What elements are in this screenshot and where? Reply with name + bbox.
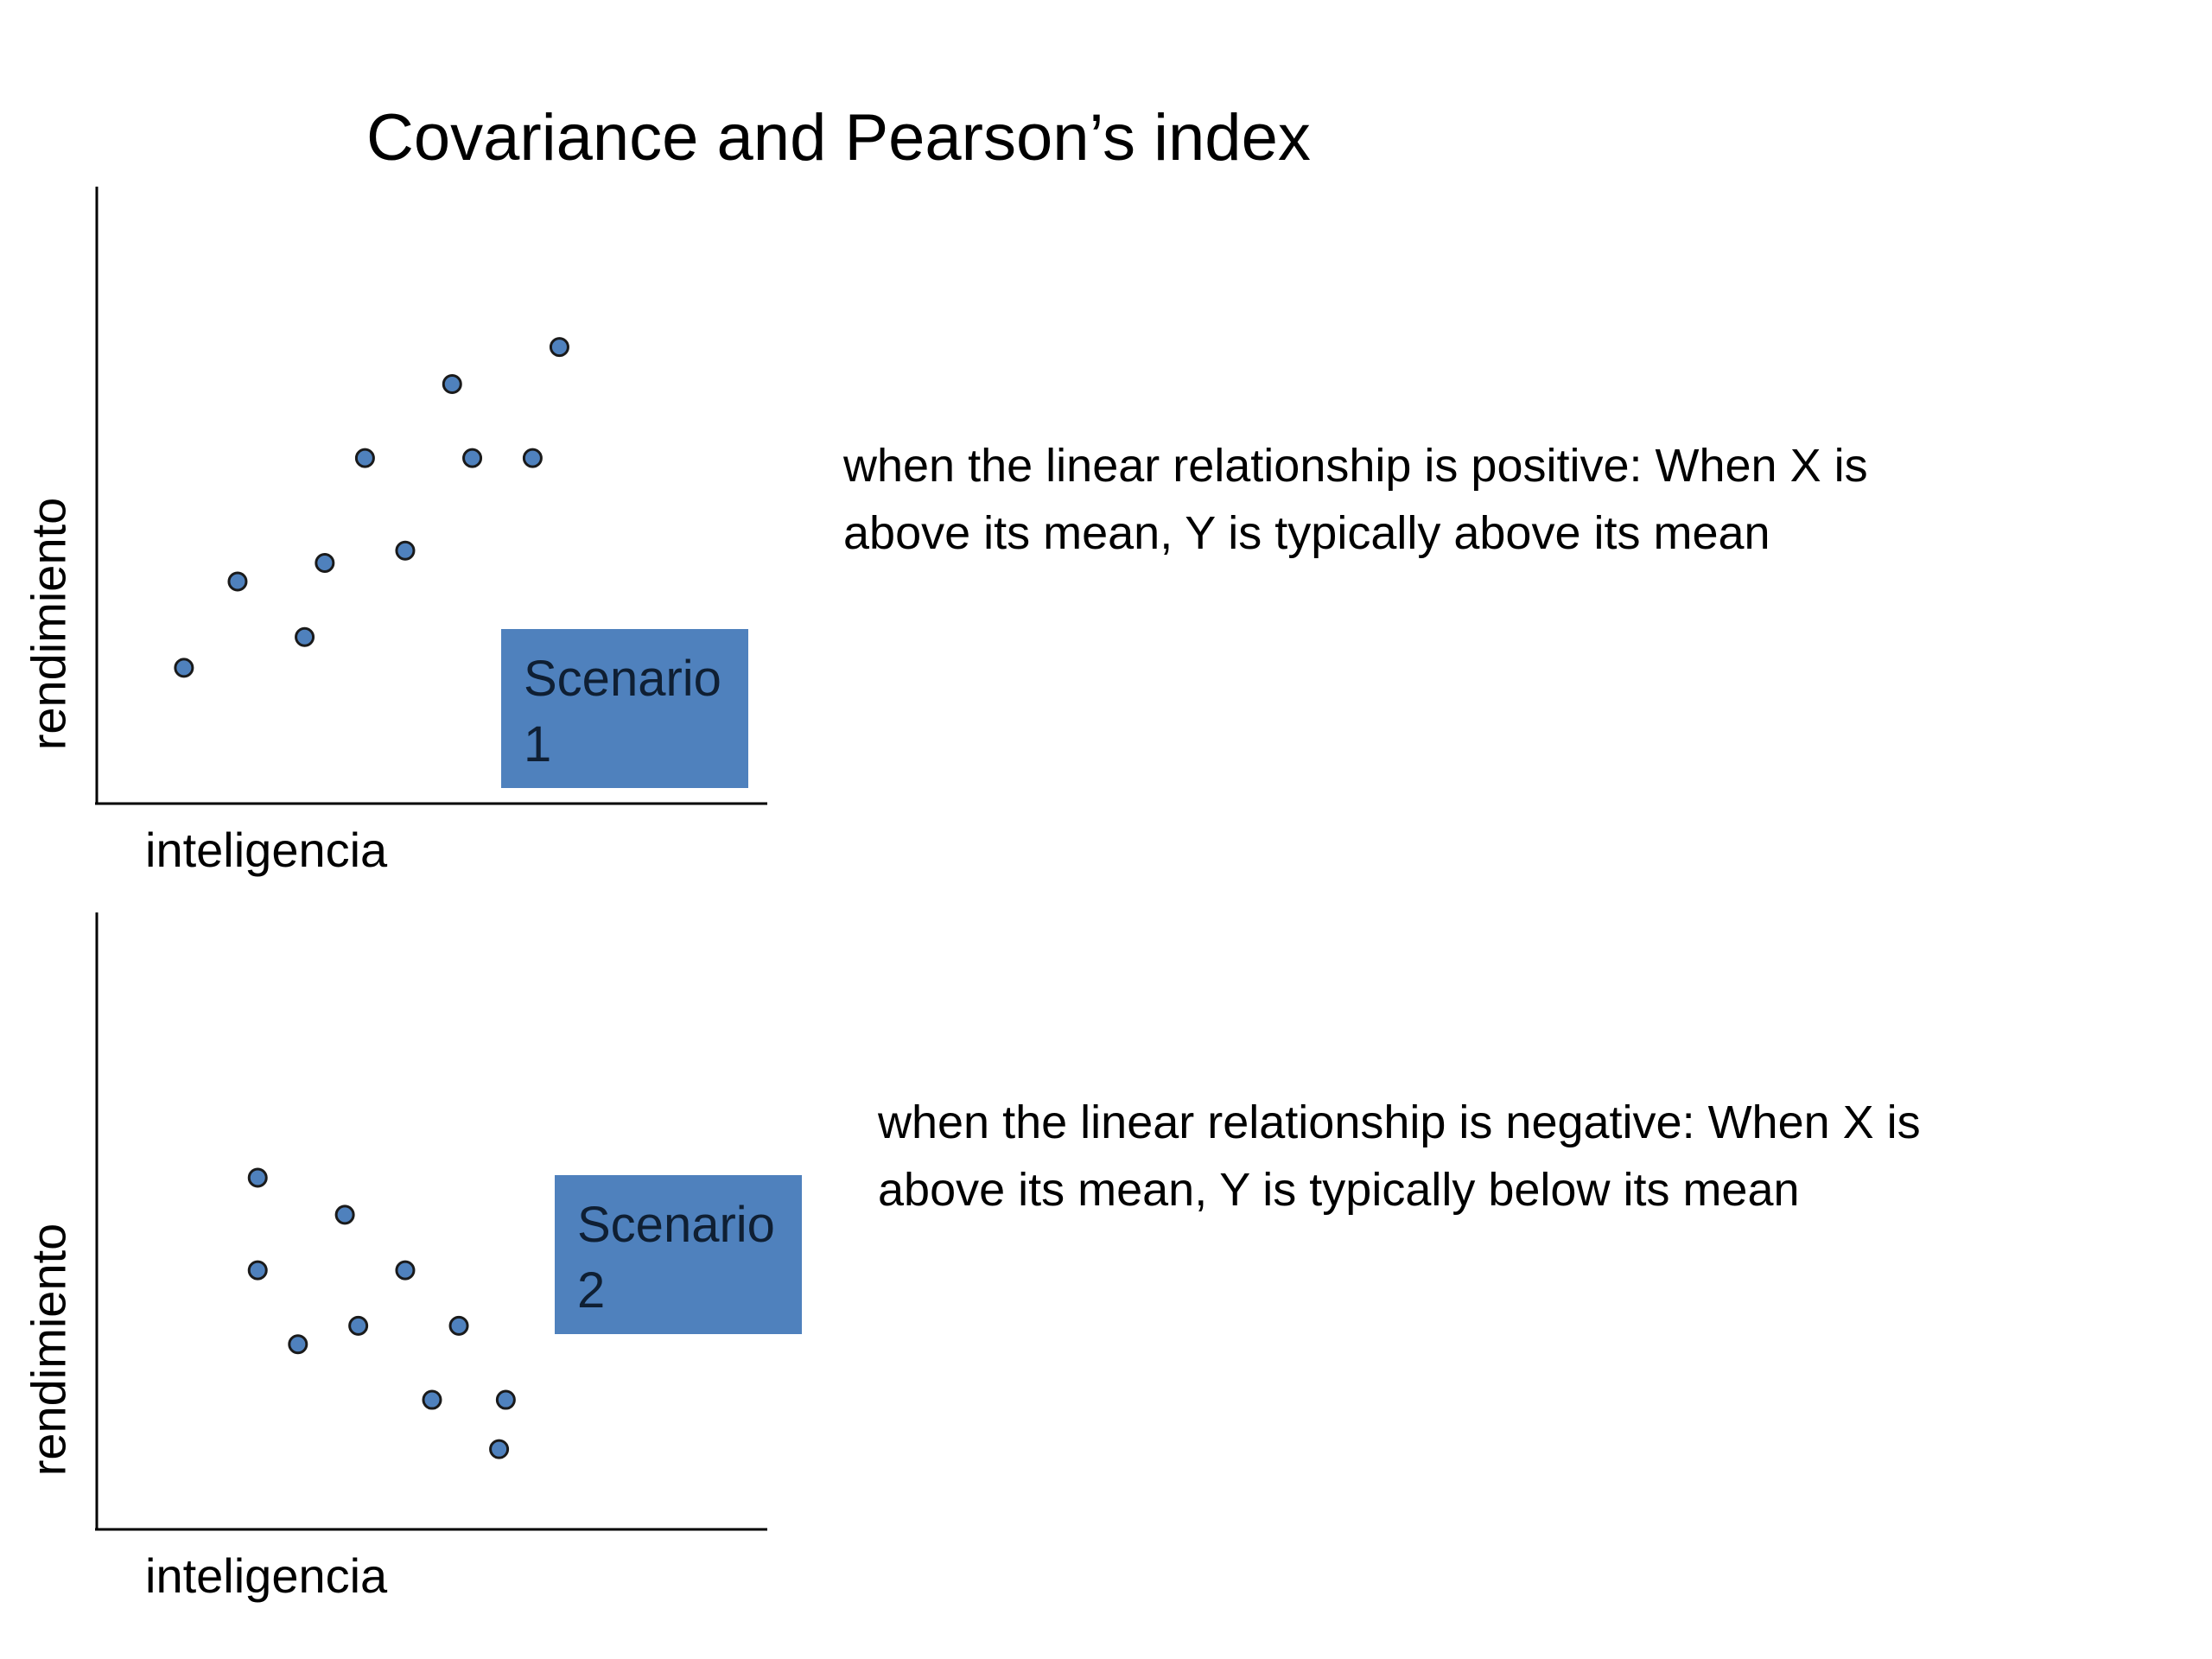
scenario-box: Scenario 2	[555, 1175, 802, 1334]
description-line-1: when the linear relationship is positive…	[843, 440, 1868, 492]
scatter-panel-2: rendimiento inteligencia Scenario 2 when…	[0, 899, 2212, 1624]
x-axis-label: inteligencia	[145, 823, 388, 877]
description-text: when the linear relationship is positive…	[843, 432, 1868, 567]
data-point-6	[395, 540, 416, 561]
data-point-2	[247, 1260, 268, 1281]
data-point-10	[489, 1439, 510, 1459]
scenario-label: Scenario	[524, 651, 721, 707]
data-point-9	[495, 1389, 516, 1410]
scatter-panel-1: rendimiento inteligencia Scenario 1 when…	[0, 173, 2212, 899]
data-point-3	[334, 1205, 355, 1225]
data-point-10	[549, 337, 569, 358]
data-point-5	[354, 448, 375, 468]
data-point-8	[422, 1389, 442, 1410]
scatter-plot-1	[95, 187, 767, 805]
scenario-number: 1	[524, 716, 552, 772]
data-point-2	[227, 571, 248, 592]
description-text: when the linear relationship is negative…	[878, 1089, 1921, 1224]
scenario-number: 2	[577, 1262, 606, 1319]
data-point-4	[288, 1334, 308, 1355]
data-point-7	[442, 373, 462, 394]
data-point-1	[174, 658, 194, 678]
data-point-7	[448, 1315, 469, 1336]
data-point-8	[462, 448, 483, 468]
scenario-box: Scenario 1	[501, 629, 748, 788]
data-point-9	[522, 448, 543, 468]
data-point-3	[295, 626, 315, 647]
data-point-1	[247, 1167, 268, 1188]
scenario-label: Scenario	[577, 1197, 775, 1253]
data-point-6	[395, 1260, 416, 1281]
description-line-1: when the linear relationship is negative…	[878, 1096, 1921, 1148]
scatter-plot-2	[95, 912, 767, 1531]
slide-title: Covariance and Pearson’s index	[366, 101, 1311, 175]
data-point-5	[348, 1315, 369, 1336]
x-axis-label: inteligencia	[145, 1548, 388, 1603]
data-point-4	[315, 553, 335, 574]
description-line-2: above its mean, Y is typically below its…	[878, 1164, 1800, 1216]
description-line-2: above its mean, Y is typically above its…	[843, 507, 1770, 559]
